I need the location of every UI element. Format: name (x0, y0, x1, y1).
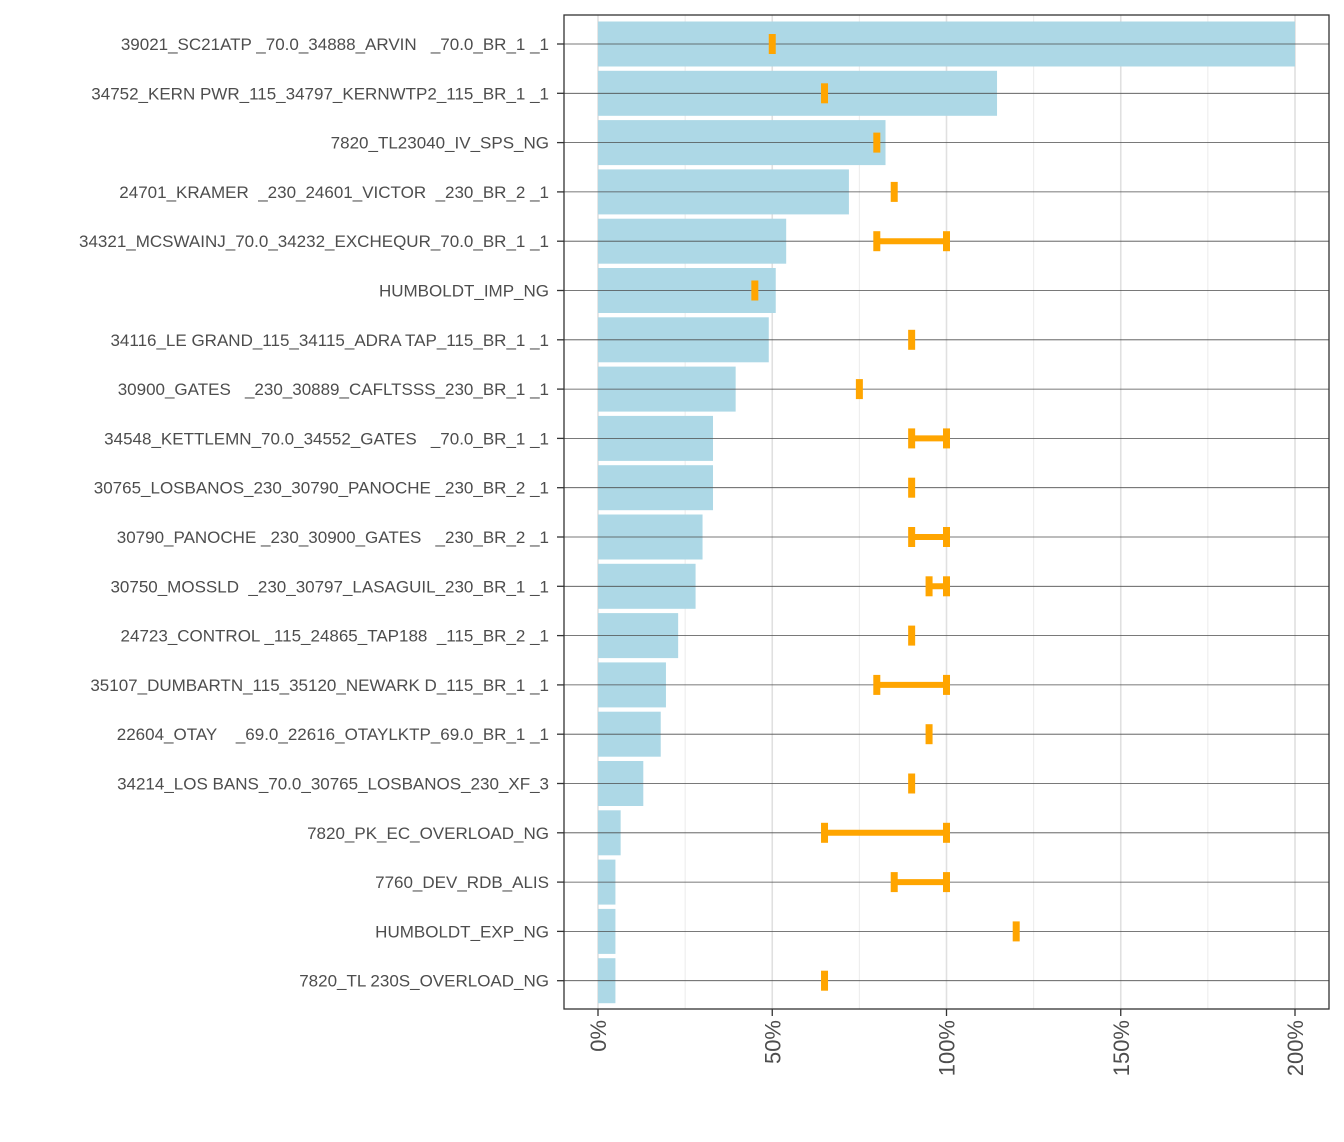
range-marker (908, 477, 916, 498)
range-cap (943, 674, 950, 695)
range-cap (890, 181, 898, 202)
range-marker (908, 625, 916, 646)
range-cap (873, 674, 881, 695)
category-label: 24723_CONTROL _115_24865_TAP188 _115_BR_… (121, 627, 549, 646)
range-cap (943, 576, 950, 597)
range-marker (873, 231, 950, 252)
category-label: 30765_LOSBANOS_230_30790_PANOCHE _230_BR… (94, 479, 549, 498)
range-marker (908, 773, 916, 794)
category-label: 34214_LOS BANS_70.0_30765_LOSBANOS_230_X… (117, 775, 549, 794)
range-marker (925, 724, 933, 745)
range-markers (751, 34, 1020, 991)
range-cap (925, 724, 933, 745)
category-label: 34116_LE GRAND_115_34115_ADRA TAP_115_BR… (110, 331, 549, 350)
range-cap (943, 231, 950, 252)
category-label: 30900_GATES _230_30889_CAFLTSSS_230_BR_1… (118, 380, 549, 399)
category-label: 7820_TL 230S_OVERLOAD_NG (299, 972, 549, 991)
range-marker (890, 872, 950, 893)
range-cap (908, 773, 916, 794)
range-marker (821, 83, 829, 104)
y-axis: 39021_SC21ATP _70.0_34888_ARVIN _70.0_BR… (79, 35, 564, 991)
range-marker (890, 181, 898, 202)
range-marker (908, 428, 950, 449)
range-cap (821, 83, 829, 104)
range-marker (908, 527, 950, 547)
category-label: 7760_DEV_RDB_ALIS (375, 873, 549, 892)
range-marker (873, 674, 950, 695)
category-label: 30750_MOSSLD _230_30797_LASAGUIL_230_BR_… (110, 577, 549, 596)
category-label: 30790_PANOCHE _230_30900_GATES _230_BR_2… (117, 528, 549, 547)
range-cap (943, 822, 950, 843)
range-cap (768, 34, 776, 54)
x-tick-label: 200% (1283, 1020, 1308, 1076)
range-cap (890, 872, 898, 893)
range-marker (821, 970, 829, 991)
range-cap (908, 527, 916, 547)
category-label: 35107_DUMBARTN_115_35120_NEWARK D_115_BR… (90, 676, 549, 695)
category-label: 39021_SC21ATP _70.0_34888_ARVIN _70.0_BR… (121, 35, 549, 54)
category-label: 34548_KETTLEMN_70.0_34552_GATES _70.0_BR… (104, 429, 549, 448)
range-marker (873, 132, 881, 153)
range-marker (768, 34, 776, 54)
x-tick-label: 0% (586, 1020, 611, 1052)
category-label: HUMBOLDT_EXP_NG (375, 922, 549, 941)
category-label: HUMBOLDT_IMP_NG (379, 282, 549, 301)
category-label: 34752_KERN PWR_115_34797_KERNWTP2_115_BR… (91, 84, 549, 103)
range-cap (943, 428, 950, 449)
category-label: 34321_MCSWAINJ_70.0_34232_EXCHEQUR_70.0_… (79, 232, 549, 251)
range-cap (855, 379, 863, 400)
category-label: 7820_PK_EC_OVERLOAD_NG (307, 824, 549, 843)
category-label: 7820_TL23040_IV_SPS_NG (331, 134, 549, 153)
range-cap (873, 132, 881, 153)
x-tick-label: 150% (1109, 1020, 1134, 1076)
range-marker (855, 379, 863, 400)
category-label: 22604_OTAY _69.0_22616_OTAYLKTP_69.0_BR_… (117, 725, 549, 744)
major-gridlines (597, 15, 1296, 1009)
range-cap (908, 625, 916, 646)
range-cap (821, 822, 829, 843)
range-marker (821, 822, 950, 843)
x-axis: 0% 50% 100% 150% 200% (586, 1009, 1308, 1076)
x-tick-label: 100% (935, 1020, 960, 1076)
range-marker (908, 329, 916, 350)
range-cap (908, 428, 916, 449)
range-cap (925, 576, 933, 597)
range-marker (751, 280, 759, 301)
x-tick-label: 50% (760, 1020, 785, 1064)
range-marker (925, 576, 950, 597)
range-cap (1012, 921, 1020, 942)
range-cap (751, 280, 759, 301)
category-label: 24701_KRAMER _230_24601_VICTOR _230_BR_2… (119, 183, 549, 202)
range-cap (943, 527, 950, 547)
range-cap (908, 329, 916, 350)
range-cap (943, 872, 950, 893)
range-cap (908, 477, 916, 498)
range-cap (821, 970, 829, 991)
range-marker (1012, 921, 1020, 942)
range-cap (873, 231, 881, 252)
